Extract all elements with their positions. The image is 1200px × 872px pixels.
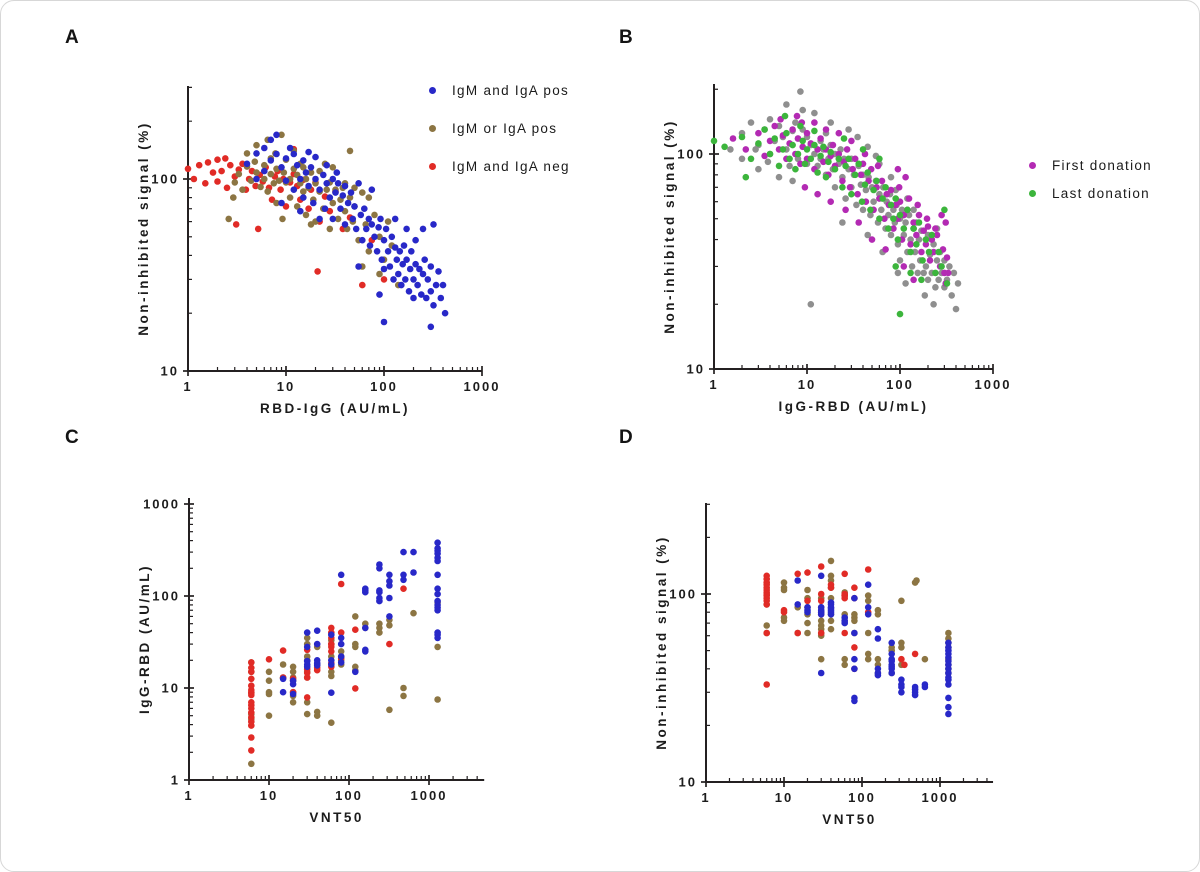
panel-d-label: D bbox=[619, 427, 634, 448]
panel-b-label: B bbox=[619, 27, 634, 48]
legend-item-first-donation: First donation bbox=[1029, 151, 1152, 179]
legend-label: Last donation bbox=[1052, 185, 1150, 201]
panel-a-plot: 1 10 100 1000 10 100 RBD-IgG (AU/mL) Non-inhibi… bbox=[136, 86, 501, 416]
tick-label: 10 bbox=[798, 377, 816, 392]
tick-label: 10 bbox=[161, 364, 179, 379]
panel-a-legend: IgM and IgA pos IgM or IgA pos IgM and I… bbox=[429, 71, 570, 185]
series-last-donation bbox=[710, 112, 951, 318]
tick-label: 100 bbox=[669, 587, 697, 602]
axis-title: RBD-IgG (AU/mL) bbox=[260, 401, 410, 416]
panel-b-plot: 1 10 100 1000 10 100 IgG-RBD (AU/mL) Non-inhibi… bbox=[662, 84, 1012, 414]
legend-item-igm-and-iga-pos: IgM and IgA pos bbox=[429, 71, 570, 109]
legend-item-last-donation: Last donation bbox=[1029, 179, 1152, 207]
panel-d-plot: 1 10 100 1000 10 100 VNT50 Non-inhibited signal… bbox=[654, 503, 994, 827]
series-igm-and-iga-pos bbox=[243, 131, 449, 331]
panel-c-label: C bbox=[65, 427, 80, 448]
series-blue-group bbox=[279, 539, 441, 698]
tick-label: 10 bbox=[687, 362, 705, 377]
tick-label: 100 bbox=[886, 377, 914, 392]
tick-label: 1 bbox=[171, 773, 180, 788]
legend-item-igm-or-iga-pos: IgM or IgA pos bbox=[429, 109, 570, 147]
tick-label: 100 bbox=[848, 790, 876, 805]
series-red-group bbox=[248, 580, 407, 754]
panel-a-label: A bbox=[65, 27, 80, 48]
legend-marker-magenta-dot-icon bbox=[1029, 161, 1036, 169]
axis-title: Non-inhibited signal (%) bbox=[654, 535, 669, 750]
axis-title: IgG-RBD (AU/mL) bbox=[779, 399, 929, 414]
tick-label: 100 bbox=[370, 379, 398, 394]
tick-label: 10 bbox=[277, 379, 295, 394]
tick-label: 100 bbox=[151, 172, 179, 187]
legend-label: IgM and IgA pos bbox=[452, 82, 570, 98]
tick-label: 1 bbox=[701, 790, 710, 805]
legend-marker-red-dot-icon bbox=[429, 162, 436, 170]
legend-marker-green-dot-icon bbox=[1029, 189, 1036, 197]
tick-label: 1000 bbox=[411, 788, 448, 803]
legend-label: IgM and IgA neg bbox=[452, 158, 570, 174]
axis-title: Non-inhibited signal (%) bbox=[662, 119, 677, 334]
axis-title: VNT50 bbox=[822, 812, 877, 827]
legend-marker-olive-dot-icon bbox=[429, 124, 436, 132]
series-unlabeled-gray bbox=[727, 88, 962, 313]
legend-marker-blue-dot-icon bbox=[429, 86, 436, 94]
series-olive-group bbox=[248, 599, 441, 768]
axis-title: IgG-RBD (AU/mL) bbox=[137, 564, 152, 714]
tick-label: 1000 bbox=[143, 497, 180, 512]
tick-label: 1000 bbox=[464, 379, 501, 394]
tick-label: 10 bbox=[260, 788, 278, 803]
panel-c-plot: 1 10 100 1000 1 10 100 1000 VNT50 IgG-RBD (AU/mL) bbox=[137, 497, 485, 825]
tick-label: 1000 bbox=[922, 790, 959, 805]
series-blue-group bbox=[794, 572, 952, 718]
panel-b-legend: First donation Last donation bbox=[1029, 151, 1152, 207]
tick-label: 100 bbox=[152, 589, 180, 604]
tick-label: 10 bbox=[775, 790, 793, 805]
tick-label: 100 bbox=[677, 147, 705, 162]
tick-label: 1 bbox=[183, 379, 192, 394]
axis-title: VNT50 bbox=[309, 810, 364, 825]
tick-label: 1 bbox=[709, 377, 718, 392]
tick-label: 10 bbox=[162, 681, 180, 696]
tick-label: 1000 bbox=[975, 377, 1012, 392]
tick-label: 1 bbox=[184, 788, 193, 803]
legend-label: First donation bbox=[1052, 157, 1152, 173]
legend-item-igm-and-iga-neg: IgM and IgA neg bbox=[429, 147, 570, 185]
tick-label: 10 bbox=[679, 775, 697, 790]
legend-label: IgM or IgA pos bbox=[452, 120, 558, 136]
axis-title: Non-inhibited signal (%) bbox=[136, 121, 151, 336]
tick-label: 100 bbox=[335, 788, 363, 803]
